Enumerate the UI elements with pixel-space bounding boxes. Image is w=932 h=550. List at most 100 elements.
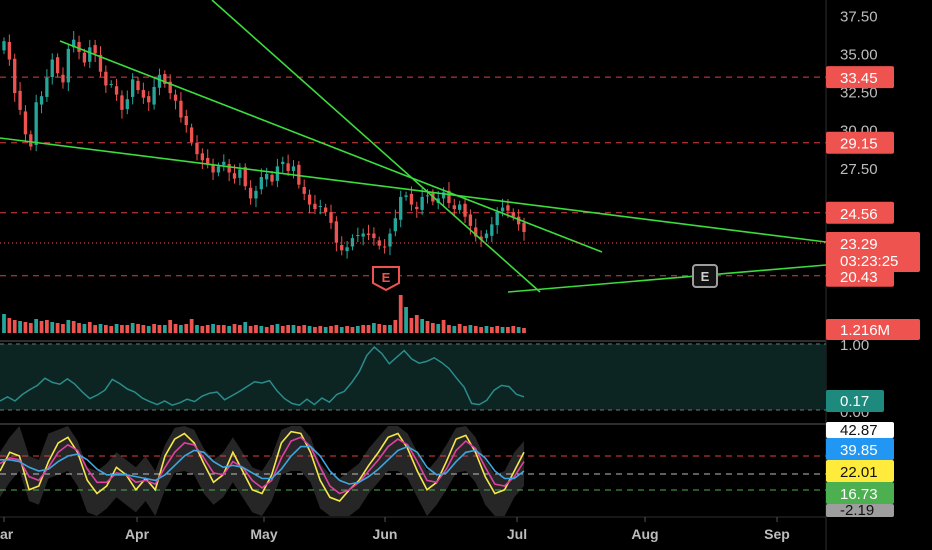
earnings-marker-upcoming-shape xyxy=(692,264,718,288)
candle-body xyxy=(458,204,462,210)
stochastic-tag-1: 42.87 xyxy=(840,422,878,439)
candle-body xyxy=(179,100,183,118)
price-tick-label: 32.50 xyxy=(840,85,878,102)
time-tick-label: Aug xyxy=(631,526,658,542)
stochastic-tag-5-bg xyxy=(826,504,894,517)
candle-body xyxy=(329,212,333,223)
candle-body xyxy=(490,224,494,236)
volume-bar xyxy=(152,324,156,333)
volume-bar xyxy=(511,326,516,333)
volume-tag-bg xyxy=(826,319,920,340)
candle-body xyxy=(361,233,365,237)
earnings-marker-upcoming-label: E xyxy=(701,269,710,284)
stochastic-line-3 xyxy=(0,445,525,485)
candle-body xyxy=(189,127,194,142)
time-axis[interactable]: ar Apr May Jun Jul Aug Sep xyxy=(0,517,790,542)
level-tag-bg xyxy=(826,66,894,89)
candle-body xyxy=(372,233,376,239)
volume-bar xyxy=(430,323,435,333)
candle-body xyxy=(7,41,12,60)
trendline[interactable] xyxy=(59,40,603,253)
volume-bar xyxy=(345,326,349,333)
candle-body xyxy=(195,142,199,155)
stochastic-lines xyxy=(0,430,525,502)
candle-body xyxy=(415,206,419,210)
candle-body xyxy=(184,116,188,126)
volume-bar xyxy=(18,321,22,333)
volume-bar xyxy=(420,319,425,333)
volume-bar xyxy=(195,325,199,333)
volume-bar xyxy=(441,320,446,333)
stochastic-pane[interactable]: 42.87 39.85 22.01 16.73 -2.19 xyxy=(0,422,894,519)
trendline[interactable] xyxy=(0,137,827,243)
candle-body xyxy=(147,96,151,103)
time-tick-label: Jun xyxy=(373,526,398,542)
candle-body xyxy=(409,193,414,205)
volume-bar xyxy=(468,325,473,333)
volume-bar xyxy=(484,326,489,333)
volume-bar xyxy=(296,326,301,333)
volume-bar xyxy=(313,327,317,333)
candle-body xyxy=(243,167,247,187)
time-tick-label: Jul xyxy=(507,526,527,542)
volume-bar xyxy=(103,325,108,333)
volume-bar xyxy=(307,326,312,333)
candle-body xyxy=(286,163,290,171)
trendline[interactable] xyxy=(507,264,827,293)
volume-bar xyxy=(339,327,344,333)
candle-body xyxy=(382,246,387,248)
candle-body xyxy=(511,212,515,217)
volume-bar xyxy=(2,314,6,333)
stochastic-line-2 xyxy=(0,436,525,495)
candle-body xyxy=(114,86,119,95)
volume-bar xyxy=(275,324,280,333)
volume-bar xyxy=(93,325,98,333)
oscillator-pane[interactable]: 1.00 0.00 0.17 xyxy=(0,337,884,421)
candle-body xyxy=(173,94,178,101)
trendline[interactable] xyxy=(211,0,541,293)
volume-bar xyxy=(291,325,296,333)
volume-bar xyxy=(173,324,178,333)
volume-bar xyxy=(286,325,290,333)
price-tick-label: 37.50 xyxy=(840,8,878,25)
candle-body xyxy=(265,174,269,180)
candle-body xyxy=(152,87,156,105)
candle-body xyxy=(297,164,301,185)
stochastic-tag-4: 16.73 xyxy=(840,486,878,503)
volume-bar xyxy=(109,326,114,333)
oscillator-tick-top: 1.00 xyxy=(840,337,869,354)
candle-body xyxy=(200,153,205,161)
volume-bar xyxy=(452,326,457,333)
level-tag-bg xyxy=(826,201,894,224)
last-price-tag: 23.29 03:23:25 xyxy=(826,232,920,272)
volume-tag: 1.216M xyxy=(826,319,920,340)
volume-bar xyxy=(334,325,339,333)
candle-body xyxy=(18,90,22,110)
candle-body xyxy=(216,166,221,173)
stochastic-tag-2-bg xyxy=(826,438,894,460)
volume-bar xyxy=(221,325,226,333)
earnings-marker[interactable]: E xyxy=(372,266,400,292)
volume-bar xyxy=(259,326,264,333)
volume-bar xyxy=(323,327,328,333)
volume-bar xyxy=(179,325,183,333)
time-tick-label: Sep xyxy=(764,526,790,542)
candle-body xyxy=(50,59,54,78)
oscillator-value-tag: 0.17 xyxy=(826,390,884,412)
candle-body xyxy=(72,39,76,48)
earnings-marker-shape xyxy=(372,266,400,292)
candle-body xyxy=(82,52,87,63)
candle-body xyxy=(388,233,392,247)
candle-body xyxy=(157,74,162,88)
volume-bar xyxy=(98,324,103,333)
volume-bar xyxy=(377,324,382,333)
volume-bar xyxy=(87,322,92,333)
candle-body xyxy=(366,233,371,236)
volume-bar xyxy=(238,325,242,333)
volume-bar xyxy=(55,323,60,333)
candle-body xyxy=(104,71,108,86)
volume-bar xyxy=(114,324,119,333)
earnings-marker-upcoming[interactable]: E xyxy=(692,264,718,288)
